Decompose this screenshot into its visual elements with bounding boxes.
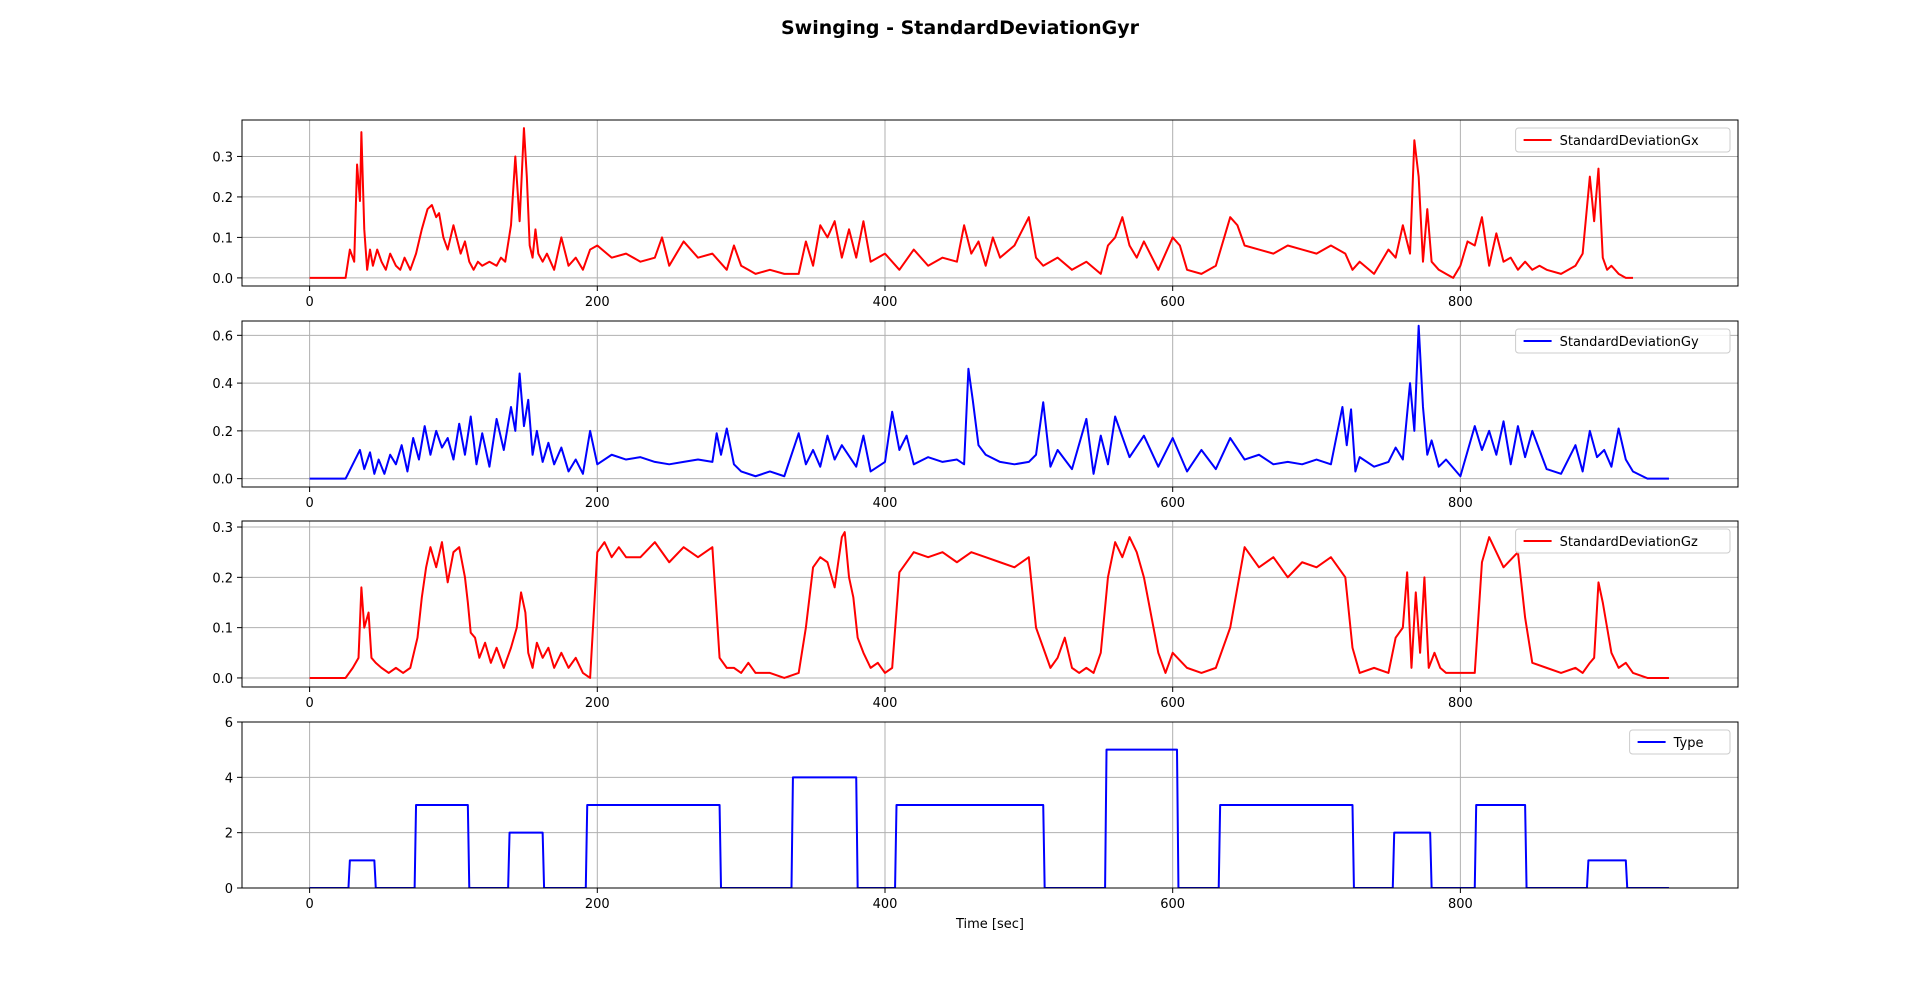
x-tick-label: 200 bbox=[585, 897, 610, 912]
y-tick-label: 0.0 bbox=[212, 272, 233, 287]
y-tick-label: 0.0 bbox=[212, 473, 233, 488]
y-tick-label: 0.3 bbox=[212, 521, 233, 536]
subplot-gz: 0 200 400 600 800 0.0 0.1 0.2 0.3 StandardDeviati… bbox=[212, 520, 1739, 711]
legend-box bbox=[1515, 528, 1731, 554]
series-line-Type bbox=[309, 748, 1669, 888]
x-tick-label: 400 bbox=[873, 696, 898, 711]
subplot-type: 0 200 400 600 800 0 2 4 6 Type Time [sec] bbox=[225, 716, 1739, 932]
y-tick-label: 0.3 bbox=[212, 150, 233, 165]
y-tick-label: 0.4 bbox=[212, 377, 233, 392]
legend-box bbox=[1515, 328, 1731, 354]
x-tick-label: 400 bbox=[873, 897, 898, 912]
legend-gy: StandardDeviationGy bbox=[1515, 328, 1731, 354]
legend-label: StandardDeviationGx bbox=[1560, 134, 1699, 149]
x-tick-label: 0 bbox=[305, 696, 313, 711]
y-tick-label: 0.1 bbox=[212, 622, 233, 637]
x-tick-label: 0 bbox=[305, 897, 313, 912]
subplot-gy: 0 200 400 600 800 0.0 0.2 0.4 0.6 StandardDeviati… bbox=[212, 320, 1739, 511]
x-tick-label: 600 bbox=[1160, 295, 1185, 310]
x-tick-label: 800 bbox=[1448, 696, 1473, 711]
x-tick-label: 0 bbox=[305, 295, 313, 310]
y-tick-label: 4 bbox=[225, 771, 233, 786]
y-tick-label: 0.2 bbox=[212, 425, 233, 440]
x-tick-label: 600 bbox=[1160, 897, 1185, 912]
x-tick-label: 400 bbox=[873, 295, 898, 310]
y-tick-label: 0.2 bbox=[212, 571, 233, 586]
x-tick-label: 600 bbox=[1160, 496, 1185, 511]
legend-label: StandardDeviationGy bbox=[1560, 335, 1699, 350]
x-tick-label: 400 bbox=[873, 496, 898, 511]
x-tick-label: 200 bbox=[585, 696, 610, 711]
y-tick-label: 0.6 bbox=[212, 329, 233, 344]
axes-frame bbox=[241, 320, 1739, 488]
x-tick-label: 800 bbox=[1448, 496, 1473, 511]
x-tick-label: 600 bbox=[1160, 696, 1185, 711]
y-tick-label: 0.2 bbox=[212, 191, 233, 206]
axes-frame bbox=[241, 520, 1739, 688]
x-tick-label: 200 bbox=[585, 295, 610, 310]
x-tick-label: 0 bbox=[305, 496, 313, 511]
series-line-StandardDeviationGz bbox=[309, 531, 1669, 679]
chart-title: Swinging - StandardDeviationGyr bbox=[781, 17, 1140, 39]
y-tick-label: 0.0 bbox=[212, 672, 233, 687]
y-tick-label: 2 bbox=[225, 827, 233, 842]
subplots: 0 200 400 600 8000.00.10.20.3StandardDeviati… bbox=[212, 119, 1739, 932]
legend-label: StandardDeviationGz bbox=[1560, 535, 1698, 550]
legend-type: Type bbox=[1629, 729, 1731, 755]
axes-frame bbox=[241, 721, 1739, 889]
y-tick-label: 6 bbox=[225, 716, 233, 731]
x-tick-label: 800 bbox=[1448, 897, 1473, 912]
legend-gz: StandardDeviationGz bbox=[1515, 528, 1731, 554]
legend-box bbox=[1629, 729, 1731, 755]
x-tick-label: 800 bbox=[1448, 295, 1473, 310]
y-tick-label: 0 bbox=[225, 882, 233, 897]
series-line-StandardDeviationGy bbox=[309, 324, 1669, 480]
y-tick-label: 0.1 bbox=[212, 231, 233, 246]
x-axis-label: Time [sec] bbox=[955, 917, 1024, 932]
legend-label: Type bbox=[1673, 736, 1704, 751]
axes-frame bbox=[241, 119, 1739, 287]
series-line-StandardDeviationGx bbox=[309, 127, 1633, 279]
x-tick-label: 200 bbox=[585, 496, 610, 511]
legend-box bbox=[1515, 127, 1731, 153]
legend-gx: StandardDeviationGx bbox=[1515, 127, 1731, 153]
subplot-gx: 0 200 400 600 800 0.0 0.1 0.2 0.3 StandardDeviati… bbox=[212, 119, 1739, 310]
